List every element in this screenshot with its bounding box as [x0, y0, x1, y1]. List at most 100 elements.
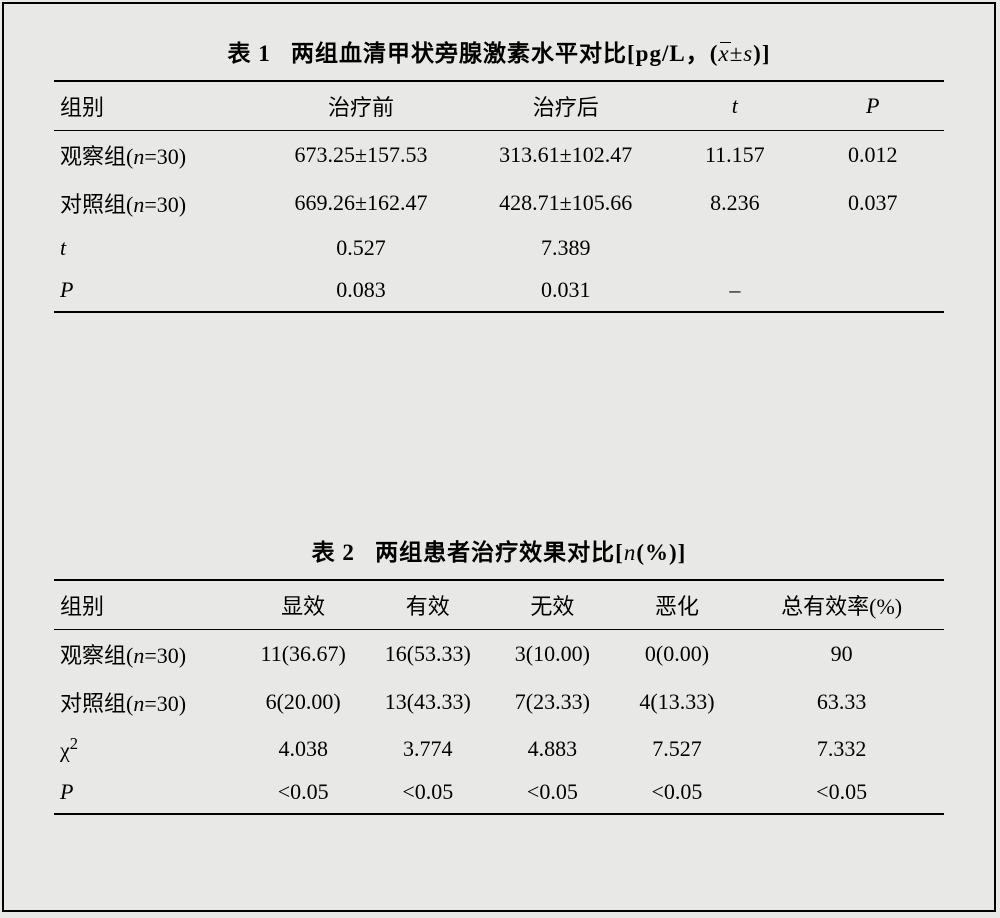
table-1: 组别 治疗前 治疗后 t P 观察组(n=30) 673.25±157.53 3… [54, 80, 944, 313]
n-symbol: n [133, 192, 144, 217]
cell-before: 0.527 [259, 227, 464, 269]
group-label: 观察组 [60, 643, 126, 668]
cell-after: 428.71±105.66 [463, 179, 668, 227]
sup-2: 2 [70, 734, 78, 753]
cell-group: 对照组(n=30) [54, 678, 241, 726]
th-t: t [668, 81, 802, 131]
group-label: 对照组 [60, 691, 126, 716]
p-symbol: P [60, 779, 73, 804]
cell-after: 0.031 [463, 269, 668, 312]
table-2-block: 表 2 两组患者治疗效果对比[n(%)] 组别 显效 有效 无效 恶化 总有效率… [54, 533, 944, 815]
cell-c2: 13(43.33) [365, 678, 490, 726]
cell-c4: 4(13.33) [615, 678, 740, 726]
table-row-stat: χ2 4.038 3.774 4.883 7.527 7.332 [54, 726, 944, 771]
cell-c3: 3(10.00) [490, 630, 615, 679]
stat-label: χ2 [54, 726, 241, 771]
table-row: 对照组(n=30) 6(20.00) 13(43.33) 7(23.33) 4(… [54, 678, 944, 726]
table-2-header-row: 组别 显效 有效 无效 恶化 总有效率(%) [54, 580, 944, 630]
cell-c5: 90 [739, 630, 944, 679]
n-symbol: n [133, 691, 144, 716]
cell-before: 673.25±157.53 [259, 131, 464, 180]
cell-c4: 7.527 [615, 726, 740, 771]
table-1-block: 表 1 两组血清甲状旁腺激素水平对比[pg/L，(x±s)] 组别 治疗前 治疗… [54, 34, 944, 313]
n-value: 30 [157, 691, 179, 716]
table-row: 观察组(n=30) 673.25±157.53 313.61±102.47 11… [54, 131, 944, 180]
th-wuxiao: 无效 [490, 580, 615, 630]
th-youxiao: 有效 [365, 580, 490, 630]
cell-c5: 7.332 [739, 726, 944, 771]
cell-t: 8.236 [668, 179, 802, 227]
cell-after: 313.61±102.47 [463, 131, 668, 180]
table-2-caption-prefix: 表 2 [312, 540, 355, 565]
th-p: P [802, 81, 944, 131]
plusminus-s: ±s [730, 41, 754, 66]
cell-c5: 63.33 [739, 678, 944, 726]
stat-label-text: t [60, 235, 66, 260]
cell-c5: <0.05 [739, 771, 944, 814]
cell-group: 观察组(n=30) [54, 630, 241, 679]
cell-c1: 4.038 [241, 726, 366, 771]
document-page: 表 1 两组血清甲状旁腺激素水平对比[pg/L，(x±s)] 组别 治疗前 治疗… [2, 2, 996, 912]
cell-after: 7.389 [463, 227, 668, 269]
cell-c4: <0.05 [615, 771, 740, 814]
cell-c2: 16(53.33) [365, 630, 490, 679]
group-label: 对照组 [60, 192, 126, 217]
n-symbol: n [133, 144, 144, 169]
cell-p: 0.037 [802, 179, 944, 227]
table-2-title: 表 2 两组患者治疗效果对比[n(%)] [54, 533, 944, 567]
n-value: 30 [157, 192, 179, 217]
vertical-spacer [54, 313, 944, 533]
cell-t [668, 227, 802, 269]
cell-p [802, 269, 944, 312]
n-value: 30 [157, 144, 179, 169]
th-p-text: P [866, 93, 879, 118]
stat-label-text: P [60, 277, 73, 302]
table-row: 对照组(n=30) 669.26±162.47 428.71±105.66 8.… [54, 179, 944, 227]
cell-group: 观察组(n=30) [54, 131, 259, 180]
th-group: 组别 [54, 580, 241, 630]
table-1-header-row: 组别 治疗前 治疗后 t P [54, 81, 944, 131]
th-total: 总有效率(%) [739, 580, 944, 630]
cell-c2: <0.05 [365, 771, 490, 814]
cell-p: 0.012 [802, 131, 944, 180]
xbar-symbol: x [718, 41, 729, 66]
group-label: 观察组 [60, 144, 126, 169]
stat-label: t [54, 227, 259, 269]
cell-t: – [668, 269, 802, 312]
stat-label: P [54, 269, 259, 312]
table-1-caption-suffix: )] [753, 41, 770, 66]
n-value: 30 [157, 643, 179, 668]
table-2-caption-main: 两组患者治疗效果对比[ [375, 540, 624, 565]
table-2: 组别 显效 有效 无效 恶化 总有效率(%) 观察组(n=30) 11(36.6… [54, 579, 944, 815]
cell-group: 对照组(n=30) [54, 179, 259, 227]
table-row: 观察组(n=30) 11(36.67) 16(53.33) 3(10.00) 0… [54, 630, 944, 679]
n-symbol: n [133, 643, 144, 668]
table-1-title: 表 1 两组血清甲状旁腺激素水平对比[pg/L，(x±s)] [54, 34, 944, 68]
cell-c1: <0.05 [241, 771, 366, 814]
cell-c2: 3.774 [365, 726, 490, 771]
table-1-caption-prefix: 表 1 [228, 41, 271, 66]
table-row-stat: t 0.527 7.389 [54, 227, 944, 269]
table-row-stat: P <0.05 <0.05 <0.05 <0.05 <0.05 [54, 771, 944, 814]
n-italic: n [624, 540, 637, 565]
table-2-caption-suffix: (%)] [636, 540, 686, 565]
stat-label: P [54, 771, 241, 814]
table-row-stat: P 0.083 0.031 – [54, 269, 944, 312]
cell-t: 11.157 [668, 131, 802, 180]
cell-c3: 7(23.33) [490, 678, 615, 726]
cell-c3: <0.05 [490, 771, 615, 814]
th-group: 组别 [54, 81, 259, 131]
table-1-caption-main: 两组血清甲状旁腺激素水平对比[pg/L，( [291, 41, 718, 66]
cell-p [802, 227, 944, 269]
cell-c1: 11(36.67) [241, 630, 366, 679]
th-ehua: 恶化 [615, 580, 740, 630]
cell-before: 669.26±162.47 [259, 179, 464, 227]
cell-before: 0.083 [259, 269, 464, 312]
cell-c1: 6(20.00) [241, 678, 366, 726]
cell-c3: 4.883 [490, 726, 615, 771]
th-before: 治疗前 [259, 81, 464, 131]
chi-square-symbol: χ [60, 737, 70, 762]
cell-c4: 0(0.00) [615, 630, 740, 679]
th-t-text: t [732, 93, 738, 118]
th-after: 治疗后 [463, 81, 668, 131]
